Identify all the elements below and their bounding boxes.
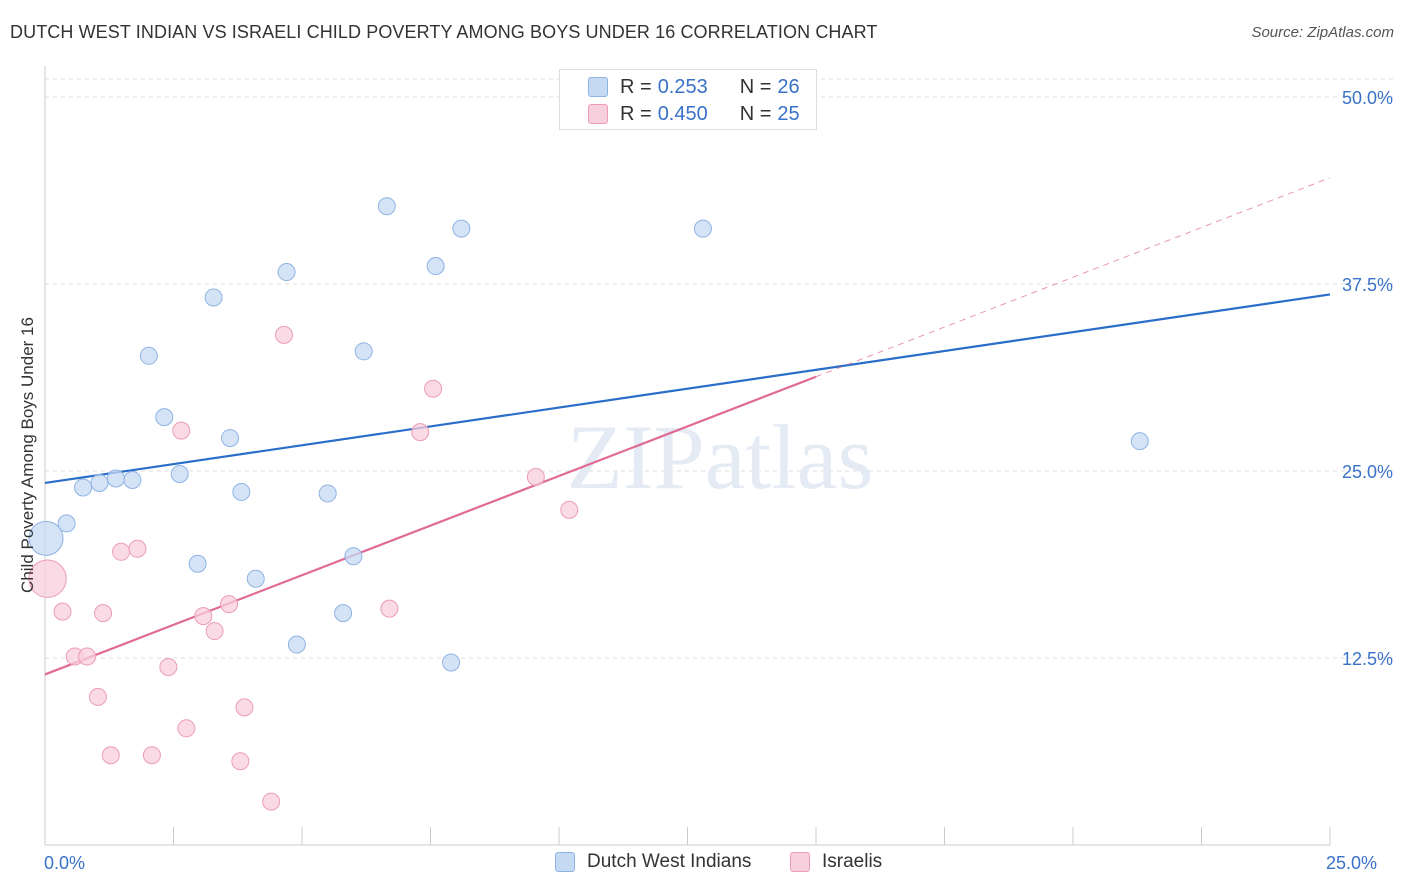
y-axis-label: Child Poverty Among Boys Under 16: [18, 317, 37, 593]
point-dutch-west-indians: [57, 514, 76, 533]
point-dutch-west-indians: [90, 473, 109, 492]
legend-n-label: N =: [739, 102, 772, 125]
source-credit: Source: ZipAtlas.com: [1251, 24, 1394, 41]
legend-r-label: R =: [620, 102, 652, 125]
point-israelis: [275, 325, 294, 344]
legend-r-value: 0.450: [657, 102, 708, 125]
y-tick-label: 12.5%: [1342, 649, 1393, 669]
point-israelis: [53, 602, 72, 621]
point-dutch-west-indians: [221, 429, 240, 448]
y-tick-labels: 12.5% 25.0% 37.5% 50.0%: [1342, 88, 1393, 669]
trend-line-dutch-west-indians: [44, 293, 1331, 485]
point-israelis: [262, 792, 281, 811]
series-swatch-pink: [790, 852, 810, 872]
point-dutch-west-indians: [139, 346, 158, 365]
series-name: Dutch West Indians: [587, 851, 752, 872]
point-dutch-west-indians: [334, 604, 353, 623]
point-dutch-west-indians: [188, 554, 207, 573]
point-israelis: [101, 746, 120, 765]
point-israelis: [194, 607, 213, 626]
legend-r-label: R =: [620, 75, 652, 98]
series-swatch-blue: [555, 852, 575, 872]
series-legend-dutch-west-indians: Dutch West Indians: [555, 851, 751, 873]
point-dutch-west-indians: [693, 219, 712, 238]
point-israelis: [560, 500, 579, 519]
point-dutch-west-indians: [204, 288, 223, 307]
grid-lines: [45, 78, 1395, 659]
trend-line-israelis: [44, 375, 817, 676]
point-dutch-west-indians: [74, 478, 93, 497]
point-dutch-west-indians: [442, 653, 461, 672]
data-points: [28, 197, 1149, 811]
point-dutch-west-indians: [155, 408, 174, 427]
point-dutch-west-indians: [452, 219, 471, 238]
series-legend-israelis: Israelis: [790, 851, 882, 873]
watermark: ZIPatlas: [567, 406, 874, 508]
trend-line-israelis-extension: [815, 177, 1331, 378]
point-dutch-west-indians: [377, 197, 396, 216]
point-israelis: [78, 647, 97, 666]
point-israelis: [424, 379, 443, 398]
point-israelis: [172, 421, 191, 440]
point-dutch-west-indians: [106, 469, 125, 488]
point-israelis: [177, 719, 196, 738]
point-israelis: [128, 539, 147, 558]
x-tick-label-max: 25.0%: [1326, 853, 1378, 873]
point-dutch-west-indians: [246, 569, 265, 588]
legend-swatch-pink: [588, 104, 608, 124]
correlation-legend: R = 0.253 N = 26 R = 0.450 N = 25: [559, 69, 817, 130]
series-legend: Dutch West Indians Israelis: [0, 851, 1406, 877]
legend-r-value: 0.253: [657, 75, 708, 98]
y-tick-label: 37.5%: [1342, 275, 1393, 295]
point-dutch-west-indians: [123, 470, 142, 489]
x-tick-label-min: 0.0%: [44, 853, 86, 873]
point-israelis: [220, 595, 239, 614]
point-dutch-west-indians: [318, 484, 337, 503]
point-dutch-west-indians: [170, 464, 189, 483]
axes: [44, 66, 1331, 846]
point-dutch-west-indians: [344, 547, 363, 566]
point-dutch-west-indians: [28, 520, 64, 556]
legend-row-dutch-west-indians: R = 0.253 N = 26: [588, 75, 800, 99]
trend-lines: [44, 177, 1331, 676]
point-israelis: [142, 746, 161, 765]
point-israelis: [526, 467, 545, 486]
chart-title: DUTCH WEST INDIAN VS ISRAELI CHILD POVER…: [10, 22, 878, 42]
point-israelis: [411, 423, 430, 442]
y-tick-label: 25.0%: [1342, 462, 1393, 482]
point-dutch-west-indians: [277, 263, 296, 282]
point-israelis: [88, 687, 107, 706]
legend-n-label: N =: [739, 75, 772, 98]
point-israelis: [231, 752, 250, 771]
point-israelis: [94, 604, 113, 623]
point-dutch-west-indians: [287, 635, 306, 654]
series-name: Israelis: [822, 851, 883, 872]
legend-row-israelis: R = 0.450 N = 25: [588, 102, 800, 126]
point-dutch-west-indians: [426, 257, 445, 276]
legend-n-value: 25: [777, 102, 800, 125]
point-israelis: [159, 657, 178, 676]
point-dutch-west-indians: [354, 342, 373, 361]
y-tick-label: 50.0%: [1342, 88, 1393, 108]
legend-n-value: 26: [777, 75, 800, 98]
legend-swatch-blue: [588, 77, 608, 97]
point-israelis: [205, 622, 224, 641]
point-israelis: [380, 599, 399, 618]
point-israelis: [235, 698, 254, 717]
point-dutch-west-indians: [1130, 432, 1149, 451]
point-israelis: [28, 559, 67, 598]
point-israelis: [112, 542, 131, 561]
point-dutch-west-indians: [232, 482, 251, 501]
